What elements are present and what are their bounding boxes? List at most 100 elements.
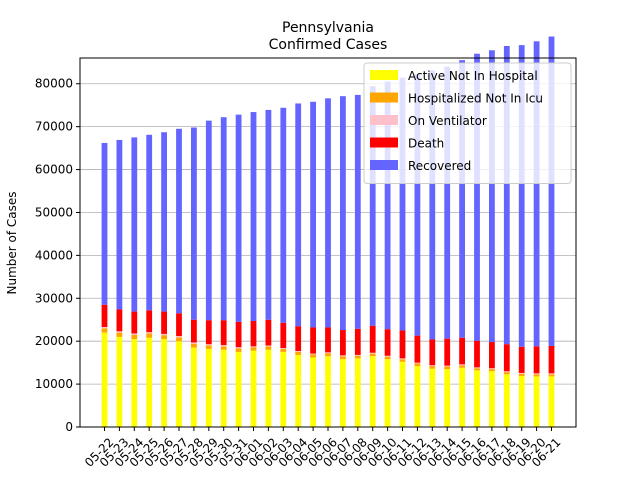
legend-label-2: On Ventilator: [408, 114, 487, 128]
y-tick-label-7: 70000: [35, 120, 73, 134]
bar-05-24-3: [131, 311, 138, 334]
bar-06-19-0: [518, 375, 525, 427]
bar-05-30-3: [220, 320, 227, 346]
bar-06-18-0: [503, 374, 510, 427]
bar-05-26-0: [161, 339, 167, 427]
bar-06-04-4: [295, 103, 302, 327]
bar-05-23-3: [116, 309, 123, 332]
bar-06-16-4: [474, 53, 480, 341]
legend-swatch-0: [370, 70, 398, 80]
bar-05-29-4: [205, 120, 212, 321]
bar-05-26-1: [161, 335, 167, 340]
bar-06-05-2: [310, 353, 316, 355]
bar-06-03-0: [280, 351, 287, 427]
bar-05-28-2: [191, 342, 197, 344]
bar-05-29-2: [205, 344, 212, 346]
legend-label-0: Active Not In Hospital: [408, 69, 538, 83]
legend-swatch-3: [370, 137, 398, 148]
y-tick-label-0: 0: [65, 420, 73, 434]
bar-06-17-4: [489, 50, 495, 343]
bar-05-28-3: [191, 319, 197, 343]
bar-06-05-0: [310, 357, 316, 427]
bar-06-08-4: [354, 94, 361, 329]
bar-06-06-4: [325, 98, 331, 328]
bar-06-07-4: [340, 96, 346, 331]
bar-05-24-1: [131, 334, 138, 340]
y-tick-label-6: 60000: [35, 163, 73, 177]
bar-06-17-2: [489, 368, 495, 370]
bar-05-23-1: [116, 332, 123, 337]
bar-06-09-1: [369, 353, 376, 357]
bar-06-05-3: [310, 327, 316, 354]
bar-06-19-1: [518, 373, 525, 376]
bar-06-17-3: [489, 342, 495, 369]
bars-layer: [101, 36, 555, 427]
bar-06-19-3: [518, 346, 525, 373]
bar-06-14-4: [444, 66, 451, 339]
bar-06-08-3: [354, 328, 361, 355]
bar-05-27-0: [176, 341, 182, 427]
legend-swatch-1: [370, 92, 398, 103]
bar-06-20-0: [533, 376, 540, 427]
bar-06-09-4: [369, 86, 376, 326]
bar-06-11-4: [399, 77, 406, 331]
bar-06-10-1: [384, 356, 391, 360]
y-tick-label-5: 50000: [35, 205, 73, 219]
bar-05-23-4: [116, 139, 123, 310]
bar-06-08-1: [354, 355, 361, 359]
bar-06-01-3: [250, 321, 257, 347]
bar-06-07-3: [340, 330, 346, 356]
bar-05-25-1: [146, 333, 153, 338]
bar-05-25-3: [146, 310, 153, 333]
bar-05-31-0: [235, 351, 242, 427]
bar-06-18-2: [503, 371, 510, 373]
bar-06-20-2: [533, 373, 540, 375]
bar-06-02-4: [265, 109, 272, 320]
bar-05-25-4: [146, 134, 153, 311]
bar-05-31-4: [235, 114, 242, 322]
bar-06-01-4: [250, 112, 257, 322]
bar-06-03-3: [280, 322, 287, 349]
bar-06-07-1: [340, 356, 346, 360]
bar-06-04-2: [295, 351, 302, 352]
bar-06-11-2: [399, 358, 406, 360]
bar-06-21-2: [548, 373, 555, 375]
bar-06-10-3: [384, 329, 391, 356]
bar-06-19-4: [518, 45, 525, 347]
bar-06-15-4: [459, 60, 465, 338]
legend-label-4: Recovered: [408, 159, 471, 173]
bar-05-29-0: [205, 348, 212, 427]
bar-06-02-2: [265, 345, 272, 347]
bar-05-23-0: [116, 336, 123, 427]
bar-06-09-0: [369, 356, 376, 427]
bar-05-28-4: [191, 127, 197, 320]
bar-05-23-2: [116, 331, 123, 333]
bar-06-11-1: [399, 359, 406, 362]
bar-06-06-1: [325, 353, 331, 357]
y-tick-label-1: 10000: [35, 377, 73, 391]
legend-swatch-4: [370, 160, 398, 170]
bar-05-31-1: [235, 348, 242, 352]
bar-05-27-3: [176, 313, 182, 337]
legend-label-1: Hospitalized Not In Icu: [408, 92, 543, 106]
bar-05-25-0: [146, 337, 153, 427]
bar-06-01-1: [250, 347, 257, 351]
bar-06-16-2: [474, 367, 480, 369]
bar-06-21-4: [548, 36, 555, 346]
bar-06-10-0: [384, 359, 391, 427]
bar-06-05-4: [310, 101, 316, 328]
bar-06-13-4: [429, 70, 436, 340]
bar-06-12-2: [414, 362, 421, 364]
bar-06-02-3: [265, 319, 272, 346]
bar-06-06-0: [325, 356, 331, 427]
chart-title: Pennsylvania: [282, 20, 374, 36]
bar-06-04-1: [295, 351, 302, 355]
bar-05-24-0: [131, 339, 138, 427]
bar-05-27-4: [176, 128, 182, 314]
bar-05-30-1: [220, 346, 227, 350]
bar-05-27-2: [176, 336, 182, 338]
bar-06-19-2: [518, 372, 525, 374]
y-axis-ticks: 0 10000 20000 30000 40000 50000 60000 70000 8000…: [35, 77, 80, 434]
bar-05-22-1: [101, 328, 108, 333]
bar-06-16-1: [474, 368, 480, 371]
